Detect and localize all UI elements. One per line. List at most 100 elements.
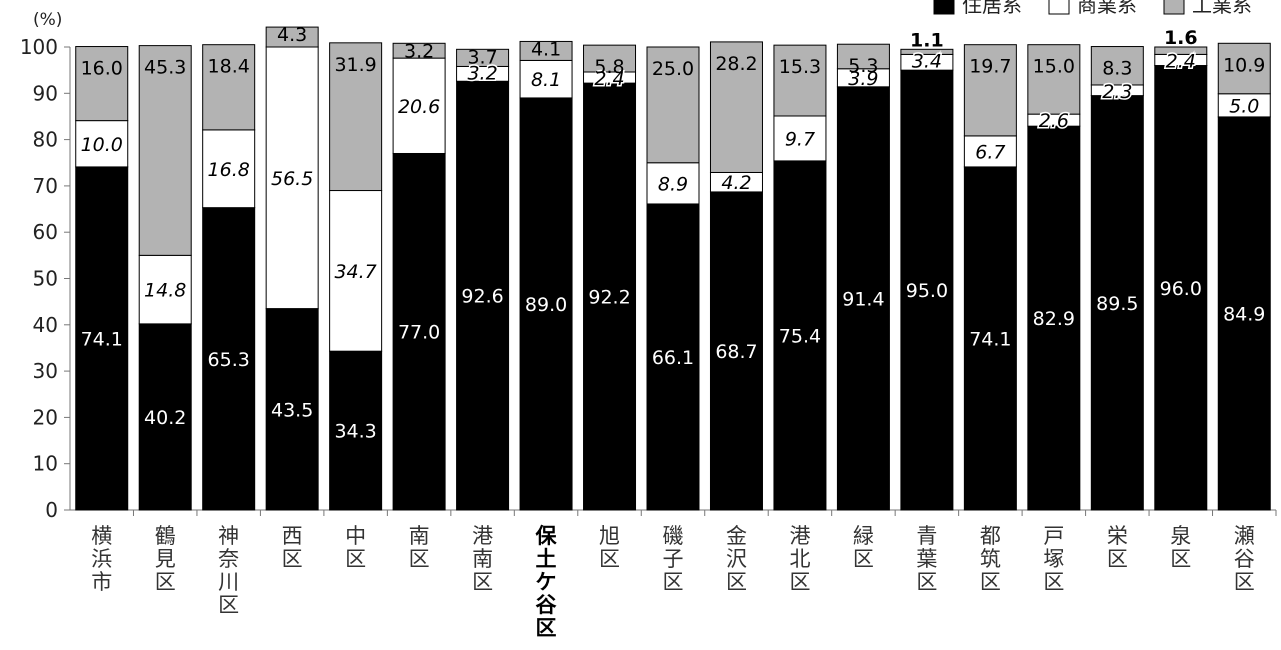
- x-tick-label-char: 区: [853, 547, 874, 571]
- x-tick-label-char: 南: [472, 547, 493, 571]
- bar-segment-residential: [963, 166, 1017, 511]
- data-label-industrial: 1.6: [1164, 27, 1198, 49]
- data-label-commercial: 56.5: [271, 168, 313, 190]
- bar-segment-residential: [583, 82, 637, 511]
- x-tick-label-char: 奈: [218, 547, 239, 571]
- bar-segment-industrial: [329, 42, 383, 192]
- data-label-commercial: 2.4: [594, 68, 624, 90]
- bar-segment-residential: [329, 350, 383, 511]
- x-tick-label-char: 瀬: [1234, 524, 1255, 548]
- x-tick-label-char: 区: [1170, 547, 1191, 571]
- bar-segment-commercial: [75, 120, 129, 168]
- data-label-commercial: 9.7: [785, 128, 815, 150]
- bar-segment-residential: [900, 69, 954, 511]
- x-tick-label-char: 磯: [663, 524, 684, 548]
- x-tick-label-char: 区: [916, 570, 937, 594]
- data-label-residential: 74.1: [969, 328, 1011, 350]
- x-tick-label-char: ケ: [536, 570, 557, 594]
- x-tick-label-char: 鶴: [155, 524, 176, 548]
- data-label-commercial: 8.9: [658, 173, 688, 195]
- bar-segment-industrial: [1154, 46, 1208, 55]
- bar-segment-commercial: [392, 57, 446, 154]
- data-label-residential: 75.4: [779, 325, 821, 347]
- x-tick-label-char: 区: [155, 570, 176, 594]
- y-tick-label: 0: [45, 498, 58, 522]
- data-label-industrial: 4.1: [531, 38, 561, 60]
- bar-segment-industrial: [963, 44, 1017, 137]
- data-label-commercial: 34.7: [334, 261, 376, 283]
- y-tick-label: 70: [33, 174, 58, 198]
- bar-segment-industrial: [836, 43, 890, 70]
- data-label-industrial: 45.3: [144, 57, 186, 79]
- bar-segment-industrial: [456, 48, 510, 67]
- bar-segment-industrial: [202, 44, 256, 131]
- bar-segment-residential: [456, 80, 510, 511]
- bar-segment-industrial: [75, 46, 129, 122]
- bar-segment-industrial: [583, 44, 637, 73]
- bar-segment-residential: [138, 323, 192, 511]
- data-label-industrial: 10.9: [1223, 54, 1265, 76]
- y-tick-label: 90: [33, 81, 58, 105]
- data-label-residential: 65.3: [208, 349, 250, 371]
- x-tick-label-char: 子: [663, 547, 684, 571]
- x-tick-label-char: 青: [916, 524, 937, 548]
- x-tick-label-char: 保: [535, 524, 558, 548]
- bar-segment-residential: [519, 97, 573, 511]
- x-tick-label-char: 区: [726, 570, 747, 594]
- x-tick-label-char: 塚: [1043, 547, 1064, 571]
- data-label-residential: 92.6: [461, 286, 503, 308]
- x-tick-label-char: 区: [663, 570, 684, 594]
- x-tick-label-char: 泉: [1170, 524, 1191, 548]
- x-tick-label-char: 区: [599, 547, 620, 571]
- bar-segment-residential: [265, 308, 319, 511]
- y-tick-label: 50: [33, 267, 58, 291]
- data-label-residential: 43.5: [271, 399, 313, 421]
- data-label-industrial: 28.2: [715, 53, 757, 75]
- bar-segment-commercial: [519, 59, 573, 99]
- data-label-commercial: 6.7: [975, 141, 1005, 163]
- bar-segment-industrial: [138, 45, 192, 256]
- bar-segment-residential: [646, 203, 700, 511]
- data-label-industrial: 31.9: [334, 54, 376, 76]
- data-label-industrial: 18.4: [208, 56, 250, 78]
- data-label-industrial: 19.7: [969, 56, 1011, 78]
- y-tick-label: 60: [33, 220, 58, 244]
- bar-segment-residential: [1217, 116, 1271, 511]
- x-tick-label-char: 浜: [91, 547, 112, 571]
- x-tick-label-char: 区: [472, 570, 493, 594]
- bar-segment-residential: [773, 160, 827, 511]
- x-tick-label-char: 区: [789, 570, 810, 594]
- y-unit-label: (%): [33, 10, 62, 30]
- x-tick-label-char: 見: [155, 547, 176, 571]
- x-tick-label-char: 区: [1107, 547, 1128, 571]
- bar-segment-industrial: [519, 40, 573, 61]
- x-tick-label-char: 区: [409, 547, 430, 571]
- x-tick-label-char: 区: [218, 593, 239, 617]
- data-label-commercial: 2.6: [1039, 110, 1069, 132]
- legend-label: 商業系: [1077, 0, 1137, 17]
- x-tick-label-char: 土: [536, 547, 557, 571]
- bar-segment-residential: [709, 191, 763, 511]
- bar-segment-residential: [1090, 95, 1144, 511]
- bar-segment-industrial: [900, 48, 954, 55]
- data-label-commercial: 14.8: [144, 280, 186, 302]
- bar-segment-industrial: [265, 26, 319, 48]
- legend-swatch: [1048, 0, 1070, 15]
- bar-segment-industrial: [1090, 46, 1144, 86]
- bar-segment-residential: [836, 86, 890, 511]
- data-label-commercial: 8.1: [531, 69, 561, 91]
- x-tick-label-char: 区: [980, 570, 1001, 594]
- data-label-residential: 96.0: [1160, 278, 1202, 300]
- data-label-residential: 95.0: [906, 280, 948, 302]
- x-tick-label-char: 谷: [1234, 547, 1255, 571]
- x-tick-label-char: 沢: [726, 547, 747, 571]
- x-tick-label-char: 谷: [536, 593, 558, 617]
- x-tick-label-char: 区: [282, 547, 303, 571]
- x-tick-label-char: 都: [980, 524, 1001, 548]
- data-label-commercial: 10.0: [81, 134, 123, 156]
- data-label-industrial: 15.3: [779, 56, 821, 78]
- bar-segment-commercial: [138, 254, 192, 325]
- data-label-commercial: 20.6: [398, 96, 440, 118]
